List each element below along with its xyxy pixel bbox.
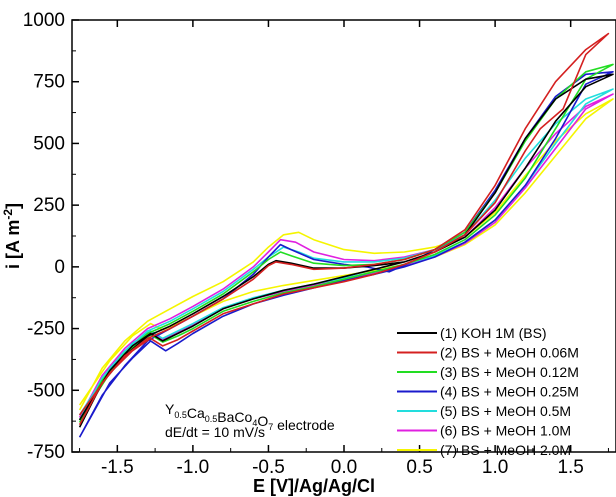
legend-item: (6) BS + MeOH 1.0M [397,423,571,439]
legend-label: (5) BS + MeOH 0.5M [440,403,571,419]
legend-item: (2) BS + MeOH 0.06M [397,345,579,361]
legend: (1) KOH 1M (BS) (2) BS + MeOH 0.06M (3) BS… [397,325,579,458]
x-tick-label: 0.5 [406,457,432,478]
legend-item: (7) BS + MeOH 2.0M [397,442,571,458]
x-axis-title: E [V]/Ag/Ag/Cl [253,476,375,496]
legend-label: (7) BS + MeOH 2.0M [440,442,571,458]
y-tick-label: -250 [27,319,65,340]
y-tick-label: -500 [27,380,65,401]
x-tick-label: 0.0 [331,457,357,478]
y-axis-title: i [A m-2] [1,203,23,269]
legend-item: (3) BS + MeOH 0.12M [397,364,579,380]
y-tick-label: 750 [33,72,65,93]
legend-label: (3) BS + MeOH 0.12M [440,364,579,380]
y-tick-label: 500 [33,133,65,154]
legend-label: (4) BS + MeOH 0.25M [440,384,579,400]
y-tick-label: -750 [27,442,65,463]
x-tick-label: -1.0 [177,457,210,478]
x-tick-label: 1.0 [482,457,508,478]
x-tick-label: -0.5 [252,457,285,478]
scan-rate-label: dE/dt = 10 mV/s [165,424,265,440]
legend-item: (4) BS + MeOH 0.25M [397,384,579,400]
y-tick-label: 0 [54,257,65,278]
legend-item: (5) BS + MeOH 0.5M [397,403,571,419]
legend-label: (1) KOH 1M (BS) [440,325,547,341]
legend-label: (6) BS + MeOH 1.0M [440,423,571,439]
y-tick-label: 1000 [23,10,65,31]
legend-label: (2) BS + MeOH 0.06M [440,345,579,361]
legend-item: (1) KOH 1M (BS) [397,325,547,341]
x-tick-label: -1.5 [101,457,134,478]
series-line-4 [80,72,613,437]
y-tick-label: 250 [33,195,65,216]
x-tick-label: 1.5 [557,457,583,478]
